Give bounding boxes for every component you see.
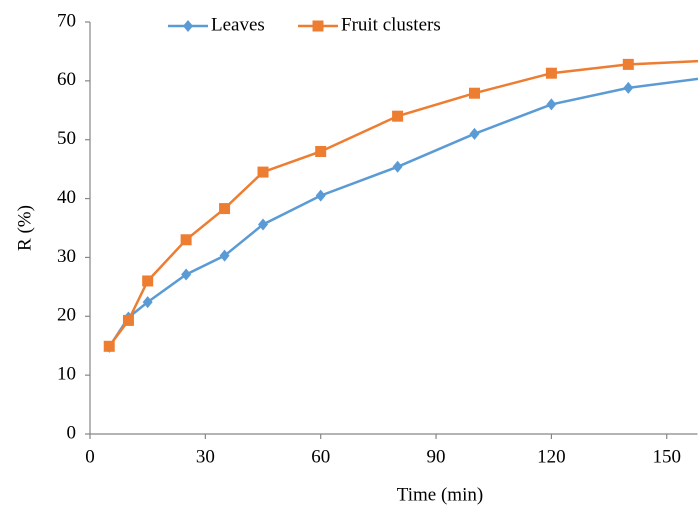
marker — [315, 189, 326, 202]
y-tick-label: 60 — [57, 69, 76, 90]
marker — [103, 340, 115, 352]
marker — [180, 234, 192, 246]
marker — [623, 81, 634, 94]
y-tick-label: 70 — [57, 10, 76, 31]
marker — [315, 145, 327, 157]
y-tick-label: 30 — [57, 246, 76, 267]
legend-marker — [183, 20, 193, 32]
series-line — [108, 59, 698, 348]
y-tick-label: 40 — [57, 187, 76, 208]
y-tick-label: 50 — [57, 128, 76, 149]
y-tick-label: 10 — [57, 364, 76, 385]
x-tick-label: 120 — [537, 446, 566, 467]
x-tick-label: 60 — [311, 446, 330, 467]
y-tick-label: 0 — [67, 422, 77, 443]
y-axis-label: R (%) — [14, 205, 35, 251]
marker — [142, 275, 154, 287]
marker — [545, 67, 557, 79]
legend-marker — [312, 20, 324, 32]
marker — [392, 160, 403, 173]
x-tick-label: 0 — [85, 446, 95, 467]
marker — [622, 58, 634, 70]
marker — [392, 110, 404, 122]
marker — [546, 98, 557, 111]
series-line — [108, 77, 698, 348]
marker — [122, 314, 134, 326]
marker — [258, 218, 269, 231]
marker — [468, 87, 480, 99]
marker — [469, 127, 480, 140]
x-tick-label: 30 — [196, 446, 215, 467]
x-tick-label: 150 — [652, 446, 681, 467]
y-tick-label: 20 — [57, 305, 76, 326]
legend-label: Fruit clusters — [341, 14, 441, 35]
x-tick-label: 90 — [427, 446, 446, 467]
marker — [181, 268, 192, 281]
marker — [142, 296, 153, 309]
legend-label: Leaves — [211, 14, 265, 35]
marker — [257, 166, 269, 178]
marker — [219, 203, 231, 215]
x-axis-label: Time (min) — [397, 484, 483, 505]
marker — [219, 249, 230, 262]
